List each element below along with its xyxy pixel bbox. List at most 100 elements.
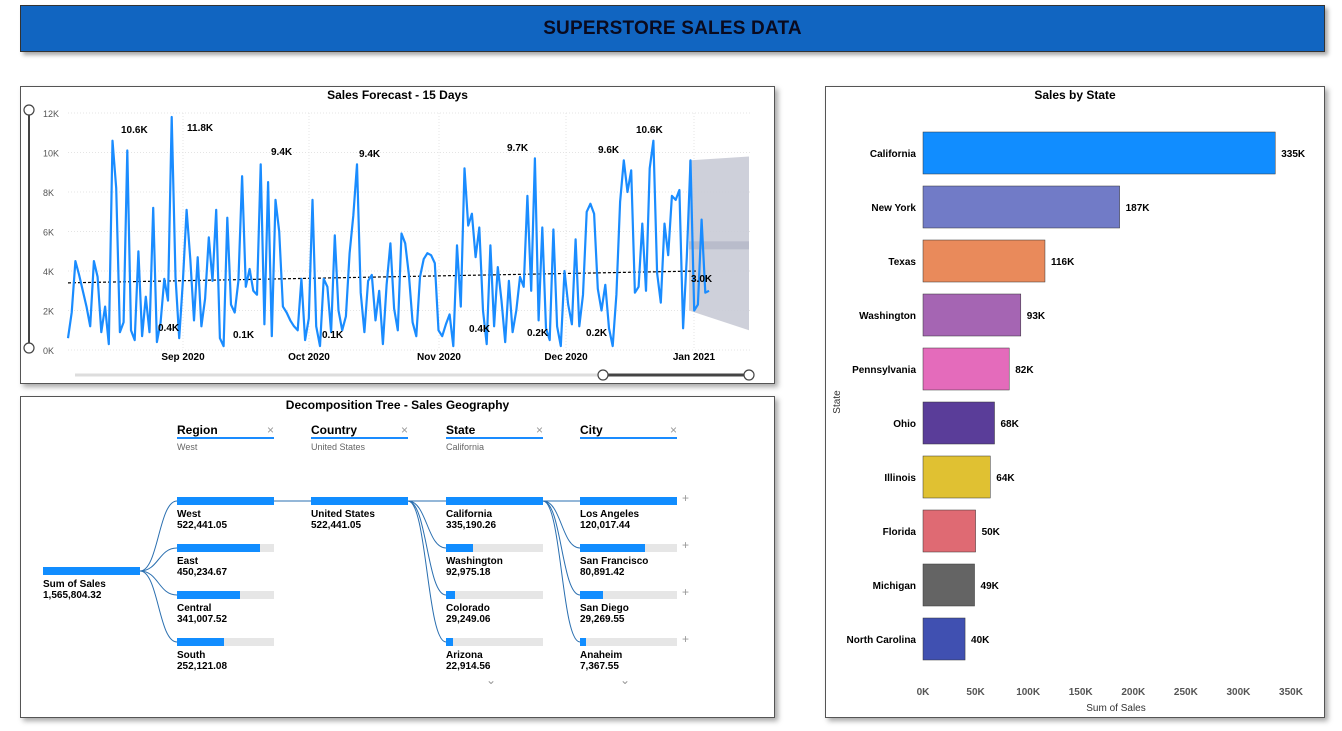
node-value: 341,007.52 [177, 614, 228, 625]
y-tick-label: 4K [43, 267, 54, 277]
tree-node[interactable]: Central 341,007.52 [177, 591, 274, 625]
sales-series-line[interactable] [66, 115, 710, 348]
data-label: 3.0K [691, 274, 713, 285]
tree-node[interactable]: Colorado 29,249.06 [446, 591, 543, 625]
level-header-region[interactable]: Region West × [177, 423, 274, 452]
decomp-title: Decomposition Tree - Sales Geography [285, 398, 510, 412]
x-slider-handle-right[interactable] [743, 369, 755, 381]
x-tick-label: 50K [966, 687, 985, 698]
state-bar[interactable] [922, 131, 1276, 175]
tree-node[interactable]: San Diego 29,269.55 [580, 591, 677, 625]
node-label: Los Angeles [580, 509, 640, 520]
state-bar[interactable] [922, 509, 976, 553]
node-bar-track [177, 638, 274, 646]
level-header-country[interactable]: Country United States × [311, 423, 408, 452]
decomposition-tree-panel[interactable]: Decomposition Tree - Sales Geography Reg… [20, 396, 775, 718]
level-name: Region [177, 423, 218, 437]
tree-node[interactable]: South 252,121.08 [177, 638, 274, 672]
node-bar-track [177, 497, 274, 505]
level-header-city[interactable]: City × [580, 423, 677, 442]
node-bar-fill [311, 497, 408, 505]
x-tick-label: 150K [1069, 687, 1094, 698]
node-value: 335,190.26 [446, 520, 497, 531]
bar-value-label: 82K [1015, 365, 1034, 376]
tree-connector [542, 500, 581, 643]
node-bar-fill [177, 497, 274, 505]
remove-level-icon[interactable]: × [535, 423, 543, 437]
show-more-city-icon[interactable]: ⌄ [620, 673, 631, 687]
state-label: Pennsylvania [852, 365, 916, 376]
expand-node-icon[interactable]: + [682, 585, 690, 599]
tree-connector [407, 500, 447, 596]
tree-node[interactable]: East 450,234.67 [177, 544, 274, 578]
level-header-state[interactable]: State California × [446, 423, 543, 452]
y-slider-handle-top[interactable] [23, 104, 35, 116]
x-slider-handle-left[interactable] [597, 369, 609, 381]
expand-node-icon[interactable]: + [682, 632, 690, 646]
node-label: Arizona [446, 650, 483, 661]
state-bar-chart[interactable]: California 335K New York 187K Texas 116K Washi… [826, 87, 1324, 717]
level-underline [446, 437, 543, 439]
node-bar-fill [446, 638, 453, 646]
state-bar[interactable] [922, 617, 966, 661]
show-more-state-icon[interactable]: ⌄ [486, 673, 497, 687]
state-bar[interactable] [922, 293, 1022, 337]
state-label: Washington [859, 311, 916, 322]
level-underline [311, 437, 408, 439]
tree-connector [139, 500, 178, 572]
node-value: 450,234.67 [177, 567, 228, 578]
root-node[interactable]: Sum of Sales 1,565,804.32 [43, 567, 140, 601]
tree-node[interactable]: Washington 92,975.18 [446, 544, 543, 578]
state-bar[interactable] [922, 455, 991, 499]
tree-node[interactable]: California 335,190.26 [446, 497, 543, 531]
state-bar[interactable] [922, 563, 975, 607]
bar-value-label: 68K [1000, 419, 1019, 430]
tree-node[interactable]: Los Angeles 120,017.44 [580, 497, 677, 531]
bar-value-label: 40K [971, 635, 990, 646]
tree-node[interactable]: San Francisco 80,891.42 [580, 544, 677, 578]
data-label: 0.1K [233, 330, 255, 341]
remove-level-icon[interactable]: × [400, 423, 408, 437]
state-bar[interactable] [922, 347, 1010, 391]
x-tick-label: Dec 2020 [544, 352, 588, 363]
remove-level-icon[interactable]: × [266, 423, 274, 437]
y-tick-label: 10K [43, 149, 59, 159]
node-value: 80,891.42 [580, 567, 625, 578]
expand-node-icon[interactable]: + [682, 538, 690, 552]
y-tick-label: 8K [43, 188, 54, 198]
node-bar-track [446, 497, 543, 505]
node-bar-track [177, 591, 274, 599]
remove-level-icon[interactable]: × [669, 423, 677, 437]
node-bar-fill [446, 497, 543, 505]
state-bar[interactable] [922, 239, 1046, 283]
node-value: 252,121.08 [177, 661, 228, 672]
node-bar-track [446, 591, 543, 599]
level-name: Country [311, 423, 357, 437]
tree-node[interactable]: Anaheim 7,367.55 [580, 638, 677, 672]
tree-node[interactable]: West 522,441.05 [177, 497, 274, 531]
x-tick-label: 200K [1121, 687, 1146, 698]
tree-node[interactable]: United States 522,441.05 [311, 497, 408, 531]
node-value: 1,565,804.32 [43, 590, 102, 601]
forecast-chart[interactable]: 0K 2K 4K 6K 8K 10K 12K Sep 2020 Oct 2020 Nov 2020… [21, 87, 774, 383]
bar-value-label: 64K [996, 473, 1015, 484]
sales-forecast-panel[interactable]: Sales Forecast - 15 Days 0K 2K 4K 6K 8K 10K 12… [20, 86, 775, 384]
bar-value-label: 187K [1126, 203, 1151, 214]
y-slider-handle-bottom[interactable] [23, 342, 35, 354]
node-label: California [446, 509, 493, 520]
node-value: 522,441.05 [311, 520, 362, 531]
level-underline [580, 437, 677, 439]
x-tick-label: Oct 2020 [288, 352, 330, 363]
dashboard-header: SUPERSTORE SALES DATA [20, 5, 1325, 52]
node-label: South [177, 650, 206, 661]
tree-node[interactable]: Arizona 22,914.56 [446, 638, 543, 672]
state-bar[interactable] [922, 185, 1120, 229]
node-bar-fill [177, 544, 261, 552]
state-chart-title: Sales by State [1034, 88, 1116, 102]
data-label: 11.8K [187, 123, 214, 134]
x-tick-label: 0K [917, 687, 931, 698]
sales-by-state-panel[interactable]: Sales by State California 335K New York 187… [825, 86, 1325, 718]
node-bar [43, 567, 140, 575]
state-bar[interactable] [922, 401, 995, 445]
expand-node-icon[interactable]: + [682, 491, 690, 505]
